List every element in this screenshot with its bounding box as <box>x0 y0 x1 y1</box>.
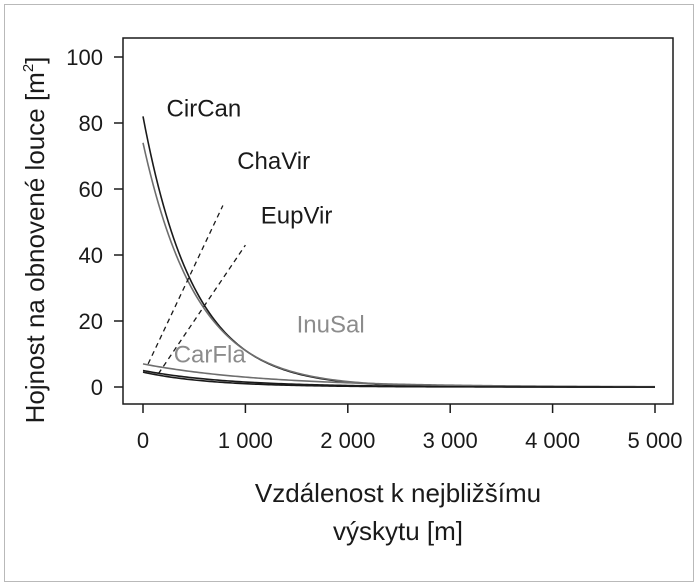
x-tick-label: 0 <box>137 428 149 453</box>
plot-area <box>122 37 674 405</box>
y-tick-label: 40 <box>79 243 103 268</box>
y-tick-label: 20 <box>79 309 103 334</box>
y-axis-title-main: Hojnost na obnovené louce [m <box>20 72 50 423</box>
leader-lines <box>147 205 246 375</box>
y-axis: 0 20 40 60 80 100 <box>66 45 123 400</box>
y-axis-title: Hojnost na obnovené louce [m2] <box>20 57 50 424</box>
x-axis-title-line-2: výskytu [m] <box>333 516 463 546</box>
leader-line-eupvir <box>157 244 246 375</box>
x-tick-label: 4 000 <box>525 428 580 453</box>
series-label-circan: CirCan <box>167 95 242 122</box>
x-axis: 0 1 000 2 000 3 000 4 000 5 000 <box>137 404 683 453</box>
x-tick-label: 2 000 <box>320 428 375 453</box>
series-label-carfla: CarFla <box>174 341 247 368</box>
x-tick-label: 3 000 <box>423 428 478 453</box>
series-label-chavir: ChaVir <box>237 148 310 175</box>
x-tick-label: 1 000 <box>218 428 273 453</box>
series-label-eupvir: EupVir <box>261 203 333 230</box>
y-axis-title-sup: 2 <box>20 64 37 72</box>
leader-line-chavir <box>147 205 224 365</box>
y-axis-title-close: ] <box>20 57 50 64</box>
series-label-inusal: InuSal <box>297 312 365 339</box>
series-labels: CirCan ChaVir EupVir InuSal CarFla <box>167 95 365 368</box>
y-tick-label: 100 <box>66 45 103 70</box>
x-axis-title-line-1: Vzdálenost k nejbližšímu <box>255 478 541 508</box>
y-tick-label: 0 <box>91 375 103 400</box>
y-tick-label: 80 <box>79 111 103 136</box>
series-line-carfla <box>142 371 655 388</box>
y-tick-label: 60 <box>79 177 103 202</box>
figure-frame <box>4 4 694 582</box>
series-lines <box>142 116 656 388</box>
x-tick-label: 5 000 <box>627 428 682 453</box>
